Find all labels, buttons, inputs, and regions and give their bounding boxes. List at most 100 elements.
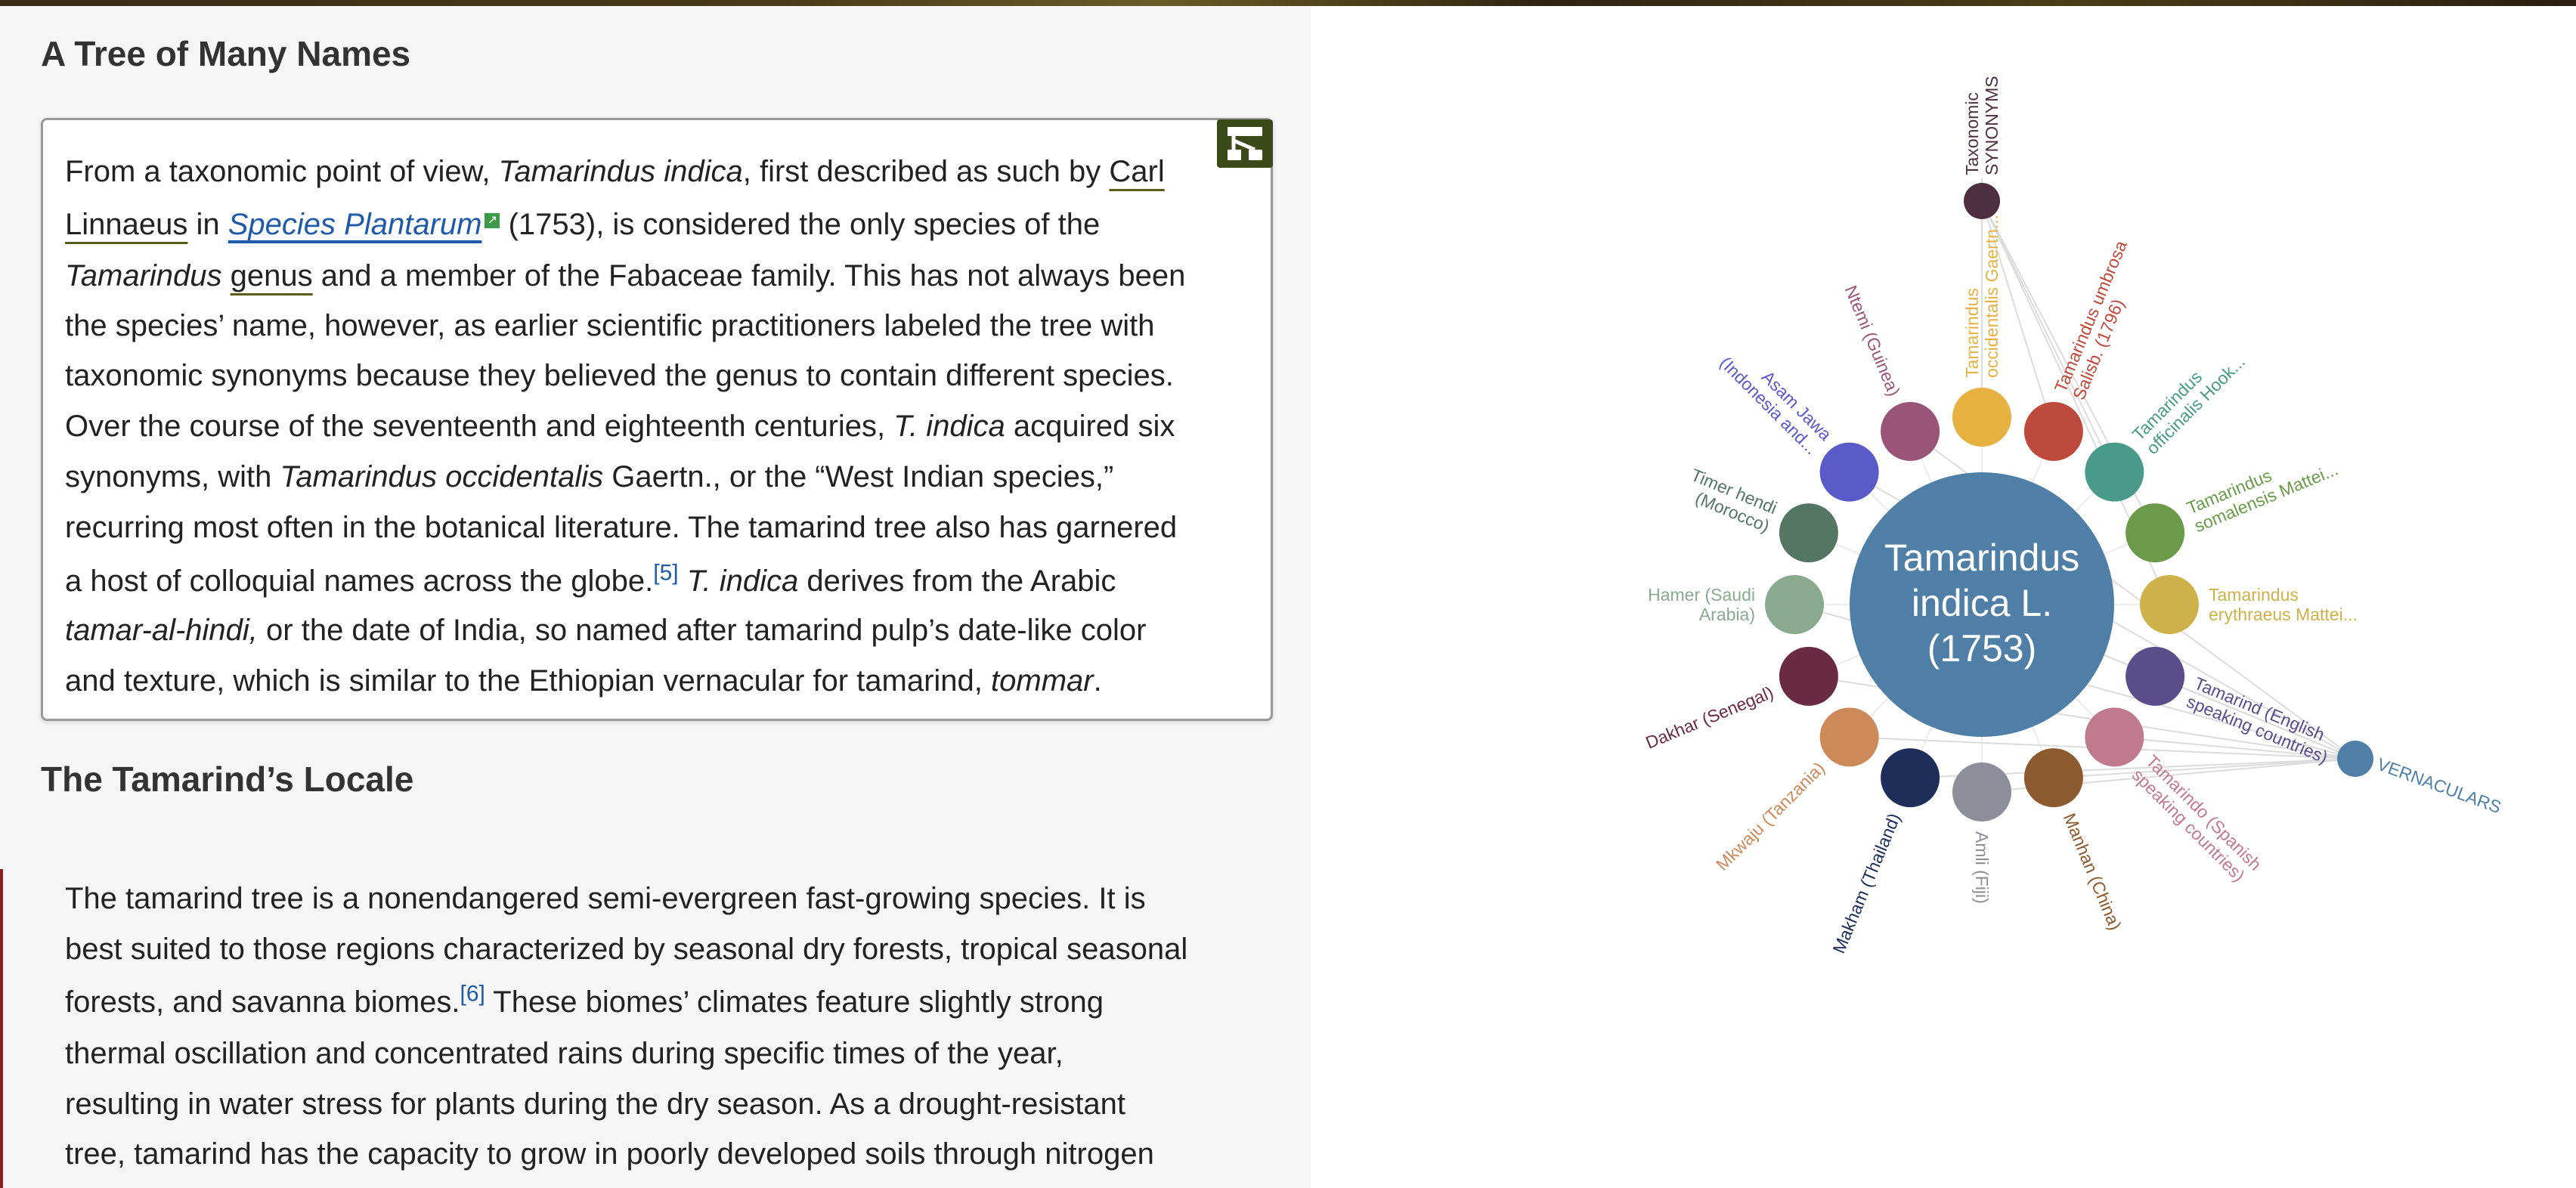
name-node (2140, 575, 2199, 634)
name-node-label-line: erythraeus Mattei... (2209, 605, 2358, 624)
center-node (1850, 472, 2114, 737)
center-node-label: indica L. (1912, 582, 2052, 624)
glossary-link[interactable]: genus (230, 259, 313, 292)
text-run: a host of colloquial names across the gl… (65, 565, 654, 598)
name-node (2126, 646, 2185, 706)
text-run: , first described as such by (742, 155, 1110, 188)
name-node-label: Tamarindus occidentalis Gaertn... (1962, 215, 2002, 378)
name-node-label: Makham (Thailand) (1828, 810, 1904, 956)
text-run: (1753), is considered the only species o… (500, 208, 1101, 241)
name-node-label-line: Makham (Thailand) (1828, 810, 1904, 956)
text-run: best suited to those regions characteriz… (65, 933, 1188, 966)
network-graph-icon (1228, 127, 1262, 160)
glossary-link[interactable]: Linnaeus (65, 208, 188, 241)
name-node-label-line: Tamarindo (Spanish (2142, 751, 2265, 874)
left-edge-accent (0, 869, 3, 1188)
text-run: Gaertn., or the “West Indian species,” (603, 460, 1114, 493)
name-node-label-line: Mkwaju (Tanzania) (1712, 758, 1828, 874)
name-node (1952, 763, 2011, 821)
section-heading-locale: The Tamarind’s Locale (41, 760, 414, 799)
center-node-label: (1753) (1927, 627, 2037, 670)
section1-line: synonyms, with Tamarindus occidentalis G… (65, 452, 1113, 503)
section1-line: a host of colloquial names across the gl… (65, 556, 1116, 607)
text-run: From a taxonomic point of view, (65, 155, 499, 188)
section2-line: forests, and savanna biomes.[6] These bi… (65, 977, 1104, 1028)
section1-line: From a taxonomic point of view, Tamarind… (65, 147, 1165, 197)
text-run: the species’ name, however, as earlier s… (65, 309, 1155, 342)
external-link[interactable]: Species Plantarum (228, 208, 482, 241)
text-run: synonyms, with (65, 460, 280, 493)
name-node-label: Amli (Fiji) (1972, 831, 1992, 904)
name-node-label-line: Dakhar (Senegal) (1643, 682, 1776, 753)
top-photo-strip (0, 0, 2576, 6)
italic-text: Tamarindus occidentalis (280, 460, 604, 493)
section1-line: taxonomic synonyms because they believed… (65, 351, 1174, 401)
text-run: These biomes’ climates feature slightly … (485, 985, 1104, 1019)
section1-line: recurring most often in the botanical li… (65, 503, 1177, 553)
name-node (1881, 401, 1940, 461)
text-run: derives from the Arabic (798, 565, 1116, 598)
name-node-label: Timer hendi(Morocco) (1688, 465, 1779, 536)
hub-label-line: Taxonomic (1962, 92, 1982, 175)
section1-line: and texture, which is similar to the Eth… (65, 656, 1102, 707)
name-node (1819, 707, 1879, 767)
name-node-label: Mkwaju (Tanzania) (1712, 758, 1828, 874)
section2-line: best suited to those regions characteriz… (65, 924, 1187, 975)
footnote-ref[interactable]: [5] (653, 560, 679, 586)
section2-line: resulting in water stress for plants dur… (65, 1079, 1125, 1130)
section-heading-names: A Tree of Many Names (41, 34, 411, 73)
section1-line: tamar-al-hindi, or the date of India, so… (65, 605, 1146, 656)
italic-text: T. indica (686, 565, 799, 598)
diagram-link (2114, 736, 2356, 760)
name-node (1952, 388, 2011, 447)
section1-line: Over the course of the seventeenth and e… (65, 401, 1175, 452)
name-node-label-line: Amli (Fiji) (1972, 831, 1992, 904)
text-card (41, 118, 1273, 721)
name-node (2085, 707, 2144, 767)
name-node (1881, 748, 1940, 808)
name-node-label-line: Tamarindus (2209, 585, 2299, 605)
center-node-label: Tamarindus (1884, 537, 2079, 579)
hub-label-line: VERNACULARS (2375, 754, 2504, 817)
network-graph-button[interactable] (1217, 119, 1273, 168)
external-link-icon[interactable]: ↗ (485, 212, 500, 228)
section1-line: the species’ name, however, as earlier s… (65, 301, 1154, 351)
name-node-label: Dakhar (Senegal) (1643, 682, 1776, 753)
glossary-link[interactable]: Carl (1109, 155, 1165, 188)
name-node-label: Asam Jawa(Indonesia and... (1716, 353, 1835, 459)
italic-text: tommar (991, 664, 1094, 698)
text-run: forests, and savanna biomes. (65, 985, 460, 1019)
text-run: thermal oscillation and concentrated rai… (65, 1037, 1064, 1070)
text-run: Over the course of the seventeenth and e… (65, 410, 894, 443)
name-node-label-line: Ntemi (Guinea) (1841, 283, 1905, 399)
name-node (2126, 503, 2185, 563)
footnote-ref[interactable]: [6] (460, 981, 485, 1007)
name-node (2085, 442, 2144, 502)
diagram-link (2053, 758, 2356, 779)
hub-node (1964, 183, 2000, 219)
text-run: acquired six (1005, 410, 1175, 443)
name-node (1765, 575, 1824, 634)
text-run: The tamarind tree is a nonendangered sem… (65, 882, 1146, 915)
text-run: or the date of India, so named after tam… (257, 614, 1147, 647)
name-node (2023, 748, 2083, 808)
text-run: tree, tamarind has the capacity to grow … (65, 1137, 1154, 1171)
hub-node (2337, 741, 2373, 777)
text-run: and a member of the Fabaceae family. Thi… (312, 259, 1186, 292)
name-node-label: Ntemi (Guinea) (1841, 283, 1905, 399)
diagram-link (1981, 200, 2054, 432)
name-node-label-line: occidentalis Gaertn... (1982, 215, 2002, 378)
hub-label: VERNACULARS (2375, 754, 2504, 817)
name-node (2023, 401, 2083, 461)
name-node-label-line: Tamarindus (1962, 288, 1982, 378)
name-node-label-line: Manhan (China) (2060, 810, 2126, 933)
section2-line: tree, tamarind has the capacity to grow … (65, 1129, 1154, 1180)
name-node-label-line: Arabia) (1699, 605, 1755, 624)
hub-label: Taxonomic SYNONYMS (1962, 76, 2002, 175)
italic-text: Tamarindus (65, 259, 222, 292)
